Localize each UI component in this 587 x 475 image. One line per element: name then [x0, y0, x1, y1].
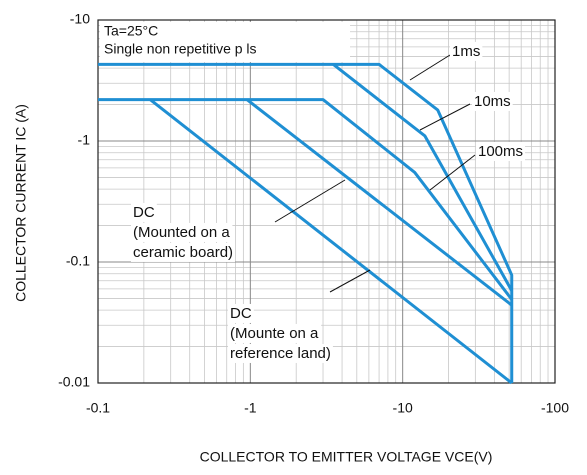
leader-line	[274, 179, 346, 223]
x-tick-label: -1	[244, 400, 257, 416]
x-tick-label: -0.1	[86, 400, 110, 416]
series-line	[149, 98, 513, 385]
x-axis-label: COLLECTOR TO EMITTER VOLTAGE VCE(V)	[200, 449, 493, 465]
label-bg	[228, 343, 333, 363]
series-label: 10ms	[474, 93, 511, 110]
leader-line	[409, 54, 451, 81]
leader-line	[329, 269, 371, 293]
y-tick-label: -10	[70, 11, 90, 27]
label-bg	[131, 202, 157, 222]
leader-line	[429, 154, 476, 191]
plot-frame	[97, 19, 556, 384]
annotation: Ta=25°C	[104, 23, 158, 39]
annotation: Single non repetitive p ls	[104, 41, 257, 57]
series-line	[98, 98, 513, 301]
series-label: (Mounted on a	[133, 224, 230, 241]
x-tick-label: -10	[393, 400, 413, 416]
series-line	[246, 98, 513, 307]
series-label: reference land)	[230, 345, 331, 362]
label-bg	[472, 91, 513, 111]
series-label: (Mounte on a	[230, 325, 319, 342]
label-bg	[228, 303, 254, 323]
label-bg	[131, 222, 233, 242]
series-label: 1ms	[452, 43, 480, 60]
series-label: ceramic board)	[133, 244, 233, 261]
label-bg	[131, 242, 236, 262]
annotation-box	[100, 22, 350, 62]
series-line	[332, 63, 514, 292]
series-label: DC	[230, 305, 252, 322]
series-label: 100ms	[478, 143, 523, 160]
label-bg	[228, 323, 322, 343]
y-axis-label: COLLECTOR CURRENT IC (A)	[13, 104, 29, 302]
label-bg	[476, 141, 526, 161]
y-tick-label: -1	[78, 132, 91, 148]
leader-line	[419, 103, 471, 131]
label-bg	[450, 41, 483, 61]
x-tick-label: -100	[541, 400, 569, 416]
series-line	[98, 62, 514, 383]
y-tick-label: -0.1	[66, 253, 90, 269]
y-tick-label: -0.01	[58, 374, 90, 390]
series-label: DC	[133, 204, 155, 221]
